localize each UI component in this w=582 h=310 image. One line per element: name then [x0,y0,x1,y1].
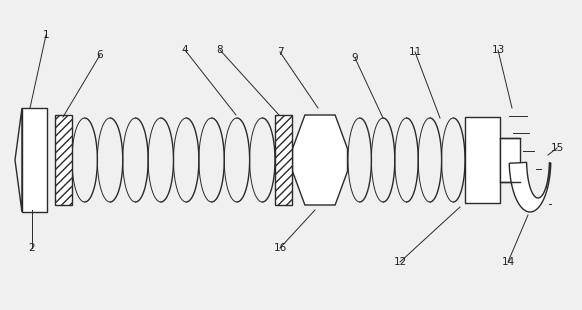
Bar [55,115,72,205]
Text: 16: 16 [274,243,286,253]
Bar [500,138,520,182]
Polygon shape [293,115,347,205]
Text: 15: 15 [551,143,563,153]
Text: 9: 9 [352,53,359,63]
Text: 14: 14 [501,257,514,267]
Text: 13: 13 [491,45,505,55]
Bar [22,108,47,212]
Polygon shape [509,162,551,212]
Bar [275,115,292,205]
Text: 4: 4 [182,45,189,55]
Text: 12: 12 [393,257,407,267]
Text: 1: 1 [42,30,49,40]
Text: 11: 11 [409,47,421,57]
Text: 2: 2 [29,243,36,253]
Text: 6: 6 [97,50,104,60]
Bar [465,117,500,203]
Text: 8: 8 [217,45,223,55]
Text: 7: 7 [276,47,283,57]
